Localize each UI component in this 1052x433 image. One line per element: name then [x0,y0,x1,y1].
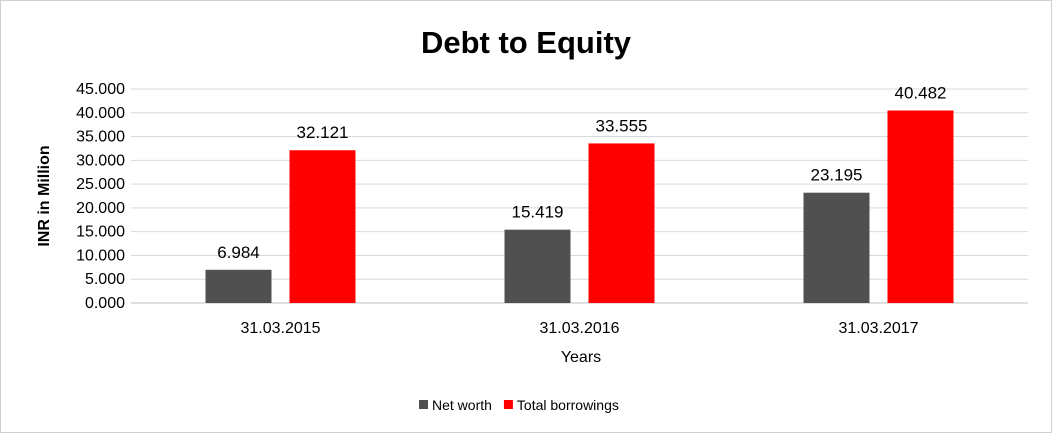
bar-net-worth [504,229,571,303]
x-tick-label: 31.03.2017 [838,320,918,337]
y-tick-label: 20.000 [76,200,125,217]
bars: 6.984 32.121 15.419 33.555 23.195 40.482 [205,83,954,304]
bar-total-borrowings [887,110,954,304]
y-tick-label: 0.000 [85,295,125,312]
y-tick-label: 45.000 [76,81,125,98]
x-axis-ticks: 31.03.2015 31.03.2016 31.03.2017 [240,320,918,337]
data-label: 23.195 [811,166,863,185]
gridlines [131,88,1028,304]
legend: Net worth Total borrowings [419,397,619,413]
x-axis-label: Years [561,349,601,366]
legend-swatch [503,400,513,409]
y-tick-label: 35.000 [76,129,125,146]
y-tick-label: 30.000 [76,152,125,169]
data-label: 15.419 [512,203,564,222]
legend-swatch [419,400,428,409]
y-tick-label: 10.000 [76,247,125,264]
x-tick-label: 31.03.2016 [539,320,619,337]
y-tick-label: 25.000 [76,176,125,193]
y-tick-label: 5.000 [85,271,125,288]
y-axis-ticks: 0.000 5.000 10.000 15.000 20.000 25.000 30.000… [76,81,125,312]
legend-entry: Net worth [432,397,492,413]
legend-entry: Total borrowings [517,397,619,413]
chart-title: Debt to Equity [421,25,632,60]
bar-total-borrowings [588,143,655,303]
x-tick-label: 31.03.2015 [240,320,320,337]
data-label: 32.121 [297,123,349,142]
bar-net-worth [803,192,870,303]
data-label: 33.555 [596,116,648,135]
bar-total-borrowings [289,150,356,303]
y-axis-label: INR in Million [36,145,53,246]
bar-net-worth [205,269,272,303]
data-label: 6.984 [217,243,260,262]
data-label: 40.482 [895,83,947,102]
y-tick-label: 15.000 [76,224,125,241]
y-tick-label: 40.000 [76,105,125,122]
